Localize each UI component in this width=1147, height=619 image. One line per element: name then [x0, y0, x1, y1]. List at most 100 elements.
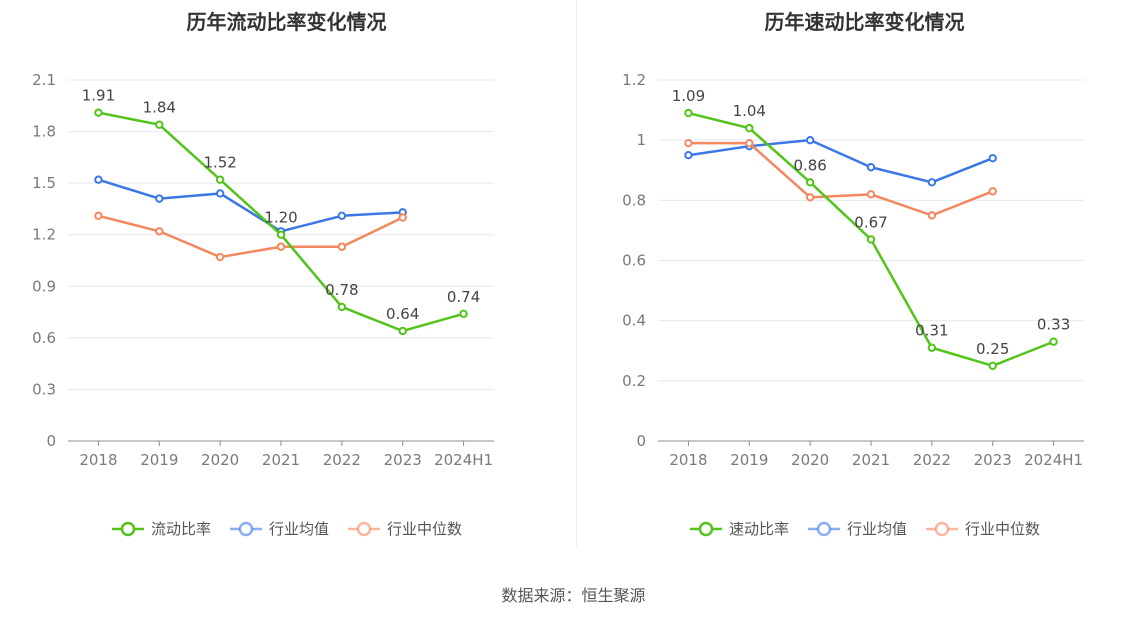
data-point[interactable]: [337, 211, 347, 221]
series-line: [98, 178, 403, 233]
data-point[interactable]: [215, 252, 225, 262]
chart-title: 历年流动比率变化情况: [186, 10, 387, 34]
data-point[interactable]: [276, 230, 286, 239]
series-line: [688, 138, 994, 184]
data-point[interactable]: [927, 178, 937, 187]
data-label: 0.31: [915, 322, 948, 340]
panel-divider: [576, 0, 577, 548]
quick-ratio-chart: 0 0.2 0.4 0.6 0.8 1 1.2 2018 2019 2020 2021 2022 202…: [622, 71, 1084, 469]
data-point[interactable]: [866, 235, 876, 244]
data-point[interactable]: [337, 302, 347, 312]
legend-item[interactable]: 行业均值: [229, 518, 329, 539]
data-label: 0.64: [386, 305, 419, 323]
data-point[interactable]: [1049, 337, 1058, 346]
y-tick-label: 1: [636, 131, 646, 149]
data-point[interactable]: [805, 135, 815, 145]
data-point[interactable]: [94, 211, 103, 221]
chart-title: 历年速动比率变化情况: [764, 10, 965, 34]
current-ratio-chart: 0 0.3 0.6 0.9 1.2 1.5 1.8 2.1 2018 2019 2020 2021 20…: [32, 71, 494, 469]
legend-label: 行业中位数: [387, 520, 463, 538]
data-label: 0.67: [854, 213, 887, 231]
data-point[interactable]: [398, 213, 407, 222]
legend-label: 行业均值: [268, 520, 329, 538]
data-label: 0.78: [325, 281, 358, 299]
data-point[interactable]: [94, 108, 103, 117]
data-point[interactable]: [866, 190, 876, 199]
x-tick-label: 2018: [669, 451, 707, 469]
y-tick-label: 0.8: [622, 191, 646, 209]
data-point[interactable]: [988, 361, 997, 370]
legend-label: 行业均值: [846, 520, 907, 538]
x-tick-label: 2020: [201, 451, 239, 469]
legend-item[interactable]: 行业中位数: [347, 518, 462, 539]
x-tick-label: 2019: [730, 451, 768, 469]
x-tick-label: 2021: [852, 451, 890, 469]
legend-item[interactable]: 行业均值: [807, 518, 907, 539]
data-point[interactable]: [337, 242, 347, 251]
data-point[interactable]: [94, 175, 103, 184]
series-line: [98, 214, 404, 259]
chart-legend: 流动比率 行业均值 行业中位数: [0, 518, 573, 539]
y-tick-label: 0.6: [32, 329, 56, 347]
x-tick-label: 2020: [791, 451, 829, 469]
legend-label: 流动比率: [150, 520, 211, 538]
chart-panel-current-ratio: 历年流动比率变化情况 0 0.3 0.6 0.9 1.2 1.5 1.8 2.1 2018 201…: [0, 0, 573, 560]
data-point[interactable]: [155, 120, 164, 129]
legend-line-marker-icon: [926, 521, 958, 536]
data-point[interactable]: [927, 343, 937, 352]
legend-label: 行业中位数: [965, 520, 1041, 538]
x-tick-label: 2023: [974, 451, 1012, 469]
data-label: 1.52: [203, 154, 236, 172]
y-tick-label: 1.5: [32, 174, 56, 192]
data-point[interactable]: [684, 138, 693, 148]
y-tick-label: 1.2: [32, 226, 56, 244]
data-label: 1.04: [733, 102, 766, 120]
x-tick-label: 2023: [384, 451, 422, 469]
data-point[interactable]: [155, 194, 164, 203]
data-label: 1.20: [264, 209, 297, 227]
x-tick-label: 2022: [323, 451, 361, 469]
data-point[interactable]: [745, 138, 754, 148]
x-tick-label: 2024H1: [1024, 451, 1083, 469]
data-point[interactable]: [805, 193, 815, 202]
y-tick-label: 1.8: [32, 123, 56, 141]
y-tick-label: 0.9: [32, 277, 56, 295]
y-tick-label: 0: [636, 432, 646, 450]
data-label: 1.91: [82, 87, 115, 105]
data-point[interactable]: [459, 309, 468, 318]
data-point[interactable]: [215, 189, 225, 198]
y-tick-label: 2.1: [32, 71, 56, 89]
legend-label: 速动比率: [728, 520, 789, 538]
data-label: 1.84: [143, 99, 176, 117]
y-tick-label: 0.6: [622, 252, 646, 270]
data-label: 1.09: [672, 87, 705, 105]
x-tick-label: 2018: [79, 451, 117, 469]
data-label: 0.33: [1037, 316, 1070, 334]
chart-legend: 速动比率 行业均值 行业中位数: [578, 518, 1147, 539]
x-tick-label: 2021: [262, 451, 300, 469]
data-point[interactable]: [276, 242, 286, 251]
data-point[interactable]: [988, 187, 997, 196]
data-label: 0.86: [793, 156, 826, 174]
data-point[interactable]: [684, 108, 693, 118]
data-label: 0.74: [447, 288, 480, 306]
legend-item[interactable]: 行业中位数: [925, 518, 1040, 539]
legend-line-marker-icon: [689, 521, 722, 536]
x-tick-label: 2022: [913, 451, 951, 469]
legend-line-marker-icon: [348, 521, 380, 536]
data-point[interactable]: [215, 175, 225, 184]
data-point[interactable]: [927, 211, 937, 220]
data-point[interactable]: [805, 178, 815, 187]
data-point[interactable]: [398, 326, 407, 336]
legend-item[interactable]: 速动比率: [689, 518, 789, 539]
data-source-text: 数据来源：恒生聚源: [501, 586, 646, 605]
x-tick-label: 2024H1: [434, 451, 493, 469]
data-point[interactable]: [988, 154, 997, 163]
legend-item[interactable]: 流动比率: [111, 518, 211, 539]
data-point[interactable]: [684, 151, 693, 160]
data-point[interactable]: [745, 123, 754, 133]
data-point[interactable]: [866, 163, 876, 172]
series-line: [688, 141, 994, 217]
data-point[interactable]: [155, 227, 164, 236]
y-tick-label: 0.3: [32, 380, 56, 398]
